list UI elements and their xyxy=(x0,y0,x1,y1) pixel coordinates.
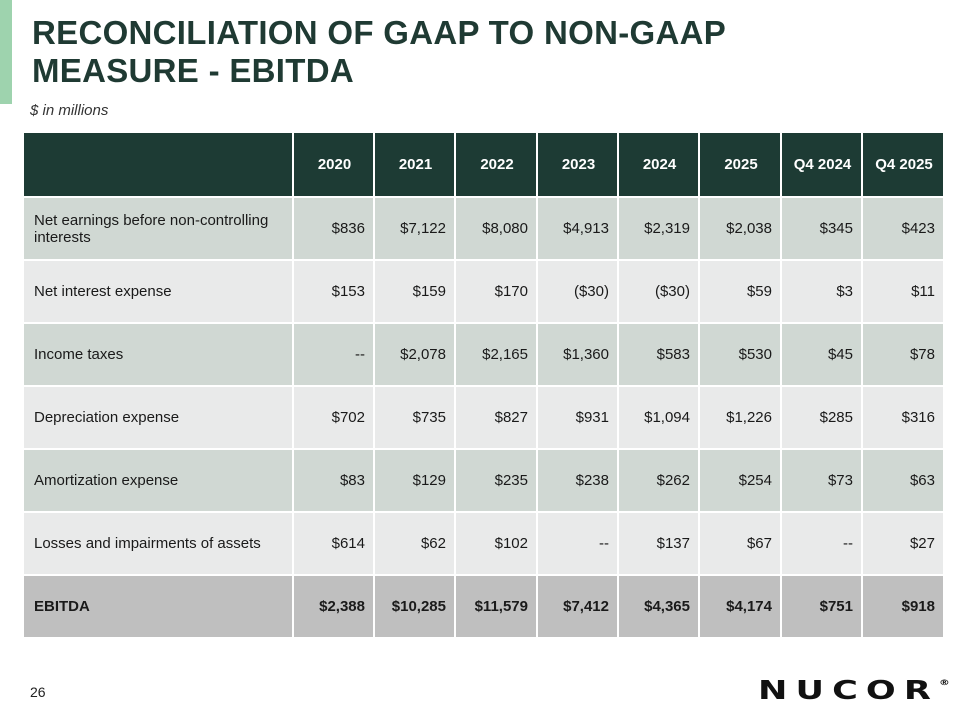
column-header: 2023 xyxy=(536,131,619,198)
column-header: Q4 2025 xyxy=(861,131,945,198)
value-cell: ($30) xyxy=(617,259,700,324)
registered-mark: ® xyxy=(939,678,950,687)
column-header: 2021 xyxy=(373,131,456,198)
value-cell: $2,165 xyxy=(454,322,538,387)
value-cell: $8,080 xyxy=(454,196,538,261)
value-cell: $7,122 xyxy=(373,196,456,261)
value-cell: $4,913 xyxy=(536,196,619,261)
total-row: EBITDA $2,388 $10,285 $11,579 $7,412 $4,365 $4… xyxy=(22,574,945,639)
value-cell: $254 xyxy=(698,448,782,513)
header-row: 2020 2021 2022 2023 2024 2025 Q4 2024 Q4… xyxy=(22,131,945,198)
value-cell: $316 xyxy=(861,385,945,450)
value-cell: $614 xyxy=(292,511,375,576)
value-cell: $11,579 xyxy=(454,574,538,639)
value-cell: $583 xyxy=(617,322,700,387)
value-cell: $2,038 xyxy=(698,196,782,261)
row-label: Income taxes xyxy=(22,322,294,387)
value-cell: $63 xyxy=(861,448,945,513)
title-line-1: RECONCILIATION OF GAAP TO NON-GAAP xyxy=(32,14,727,51)
value-cell: $262 xyxy=(617,448,700,513)
row-label: EBITDA xyxy=(22,574,294,639)
value-cell: $10,285 xyxy=(373,574,456,639)
value-cell: $2,319 xyxy=(617,196,700,261)
column-header: Q4 2024 xyxy=(780,131,863,198)
value-cell: $735 xyxy=(373,385,456,450)
value-cell: $2,078 xyxy=(373,322,456,387)
units-subtitle: $ in millions xyxy=(30,102,109,119)
value-cell: -- xyxy=(536,511,619,576)
value-cell: $2,388 xyxy=(292,574,375,639)
value-cell: $11 xyxy=(861,259,945,324)
value-cell: -- xyxy=(292,322,375,387)
value-cell: $1,094 xyxy=(617,385,700,450)
value-cell: $7,412 xyxy=(536,574,619,639)
value-cell: $83 xyxy=(292,448,375,513)
value-cell: $1,226 xyxy=(698,385,782,450)
column-header: 2024 xyxy=(617,131,700,198)
value-cell: $1,360 xyxy=(536,322,619,387)
value-cell: $238 xyxy=(536,448,619,513)
value-cell: $67 xyxy=(698,511,782,576)
value-cell: $836 xyxy=(292,196,375,261)
column-header: 2022 xyxy=(454,131,538,198)
page-title: RECONCILIATION OF GAAP TO NON-GAAP MEASU… xyxy=(32,14,912,90)
value-cell: -- xyxy=(780,511,863,576)
value-cell: $751 xyxy=(780,574,863,639)
value-cell: $59 xyxy=(698,259,782,324)
value-cell: $137 xyxy=(617,511,700,576)
value-cell: $153 xyxy=(292,259,375,324)
title-line-2: MEASURE - EBITDA xyxy=(32,52,354,89)
logo-text: NUCOR xyxy=(758,676,940,706)
row-label: Depreciation expense xyxy=(22,385,294,450)
value-cell: $345 xyxy=(780,196,863,261)
value-cell: $129 xyxy=(373,448,456,513)
value-cell: $45 xyxy=(780,322,863,387)
table-row: Amortization expense $83 $129 $235 $238 $262 $… xyxy=(22,448,945,513)
value-cell: $827 xyxy=(454,385,538,450)
value-cell: $702 xyxy=(292,385,375,450)
value-cell: $27 xyxy=(861,511,945,576)
value-cell: $4,365 xyxy=(617,574,700,639)
value-cell: $530 xyxy=(698,322,782,387)
reconciliation-table: 2020 2021 2022 2023 2024 2025 Q4 2024 Q4… xyxy=(22,131,945,639)
table-row: Depreciation expense $702 $735 $827 $931 $1,0… xyxy=(22,385,945,450)
table-row: Net interest expense $153 $159 $170 ($30) ($3… xyxy=(22,259,945,324)
table-row: Losses and impairments of assets $614 $62 $… xyxy=(22,511,945,576)
value-cell: $102 xyxy=(454,511,538,576)
header-label-cell xyxy=(22,131,294,198)
column-header: 2025 xyxy=(698,131,782,198)
table-row: Net earnings before non-controlling inte… xyxy=(22,196,945,261)
value-cell: $159 xyxy=(373,259,456,324)
row-label: Net interest expense xyxy=(22,259,294,324)
value-cell: $73 xyxy=(780,448,863,513)
nucor-logo: NUCOR® xyxy=(758,676,950,706)
row-label: Net earnings before non-controlling inte… xyxy=(22,196,294,261)
row-label: Amortization expense xyxy=(22,448,294,513)
table-row: Income taxes -- $2,078 $2,165 $1,360 $583 $530… xyxy=(22,322,945,387)
value-cell: $4,174 xyxy=(698,574,782,639)
page-number: 26 xyxy=(30,684,46,700)
value-cell: $3 xyxy=(780,259,863,324)
row-label: Losses and impairments of assets xyxy=(22,511,294,576)
value-cell: $931 xyxy=(536,385,619,450)
value-cell: $285 xyxy=(780,385,863,450)
value-cell: $170 xyxy=(454,259,538,324)
value-cell: $62 xyxy=(373,511,456,576)
value-cell: ($30) xyxy=(536,259,619,324)
value-cell: $235 xyxy=(454,448,538,513)
column-header: 2020 xyxy=(292,131,375,198)
value-cell: $918 xyxy=(861,574,945,639)
value-cell: $423 xyxy=(861,196,945,261)
accent-bar xyxy=(0,0,12,104)
value-cell: $78 xyxy=(861,322,945,387)
